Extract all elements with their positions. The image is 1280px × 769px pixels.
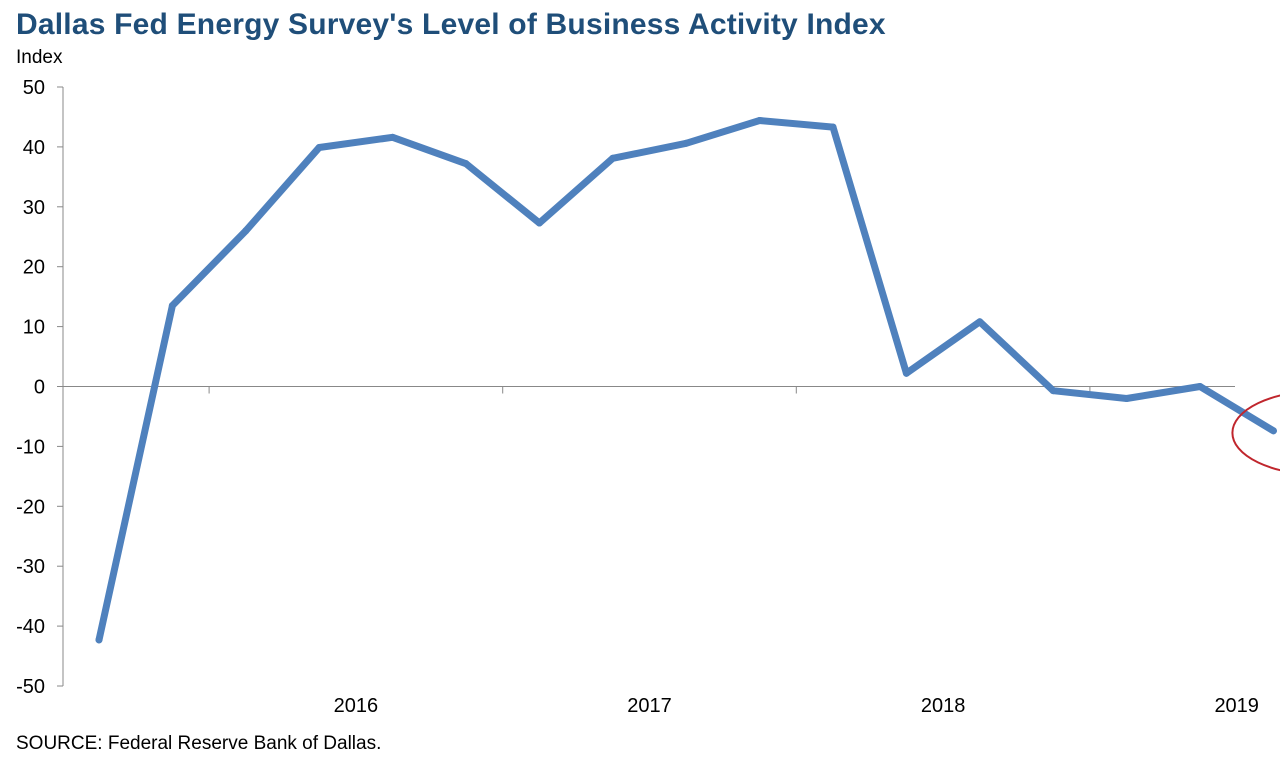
annotation-ellipse: [1231, 394, 1280, 472]
y-tick-label: 40: [23, 137, 45, 159]
y-axis-label: Index: [16, 47, 63, 68]
chart-title: Dallas Fed Energy Survey's Level of Busi…: [16, 8, 886, 41]
y-tick-label: 50: [23, 77, 45, 99]
source-note: SOURCE: Federal Reserve Bank of Dallas.: [16, 733, 382, 754]
data-point: [535, 219, 543, 227]
data-point: [829, 123, 837, 131]
data-point: [315, 143, 323, 151]
data-point: [95, 636, 103, 644]
x-tick-label: 2018: [921, 695, 966, 717]
data-point: [756, 117, 764, 125]
x-tick-label: 2019: [1214, 695, 1259, 717]
data-point: [462, 160, 470, 168]
y-tick-label: 20: [23, 257, 45, 279]
data-point: [242, 227, 250, 235]
x-tick-label: 2017: [627, 695, 672, 717]
y-tick-label: 10: [23, 317, 45, 339]
data-point: [1049, 387, 1057, 395]
data-point: [168, 302, 176, 310]
y-tick-label: -30: [16, 556, 45, 578]
y-tick-label: 30: [23, 197, 45, 219]
data-point: [1269, 427, 1277, 435]
series-line: [95, 117, 1277, 644]
data-point: [902, 369, 910, 377]
data-point: [609, 154, 617, 162]
y-tick-label: -50: [16, 676, 45, 698]
data-point: [1123, 394, 1131, 402]
data-point: [1196, 383, 1204, 390]
x-tick-label: 2016: [334, 695, 379, 717]
data-point: [976, 318, 984, 326]
data-point: [389, 133, 397, 141]
y-tick-label: -10: [16, 436, 45, 458]
y-tick-label: -20: [16, 496, 45, 518]
y-tick-label: -40: [16, 616, 45, 638]
data-point: [682, 139, 690, 147]
y-tick-label: 0: [34, 377, 45, 399]
